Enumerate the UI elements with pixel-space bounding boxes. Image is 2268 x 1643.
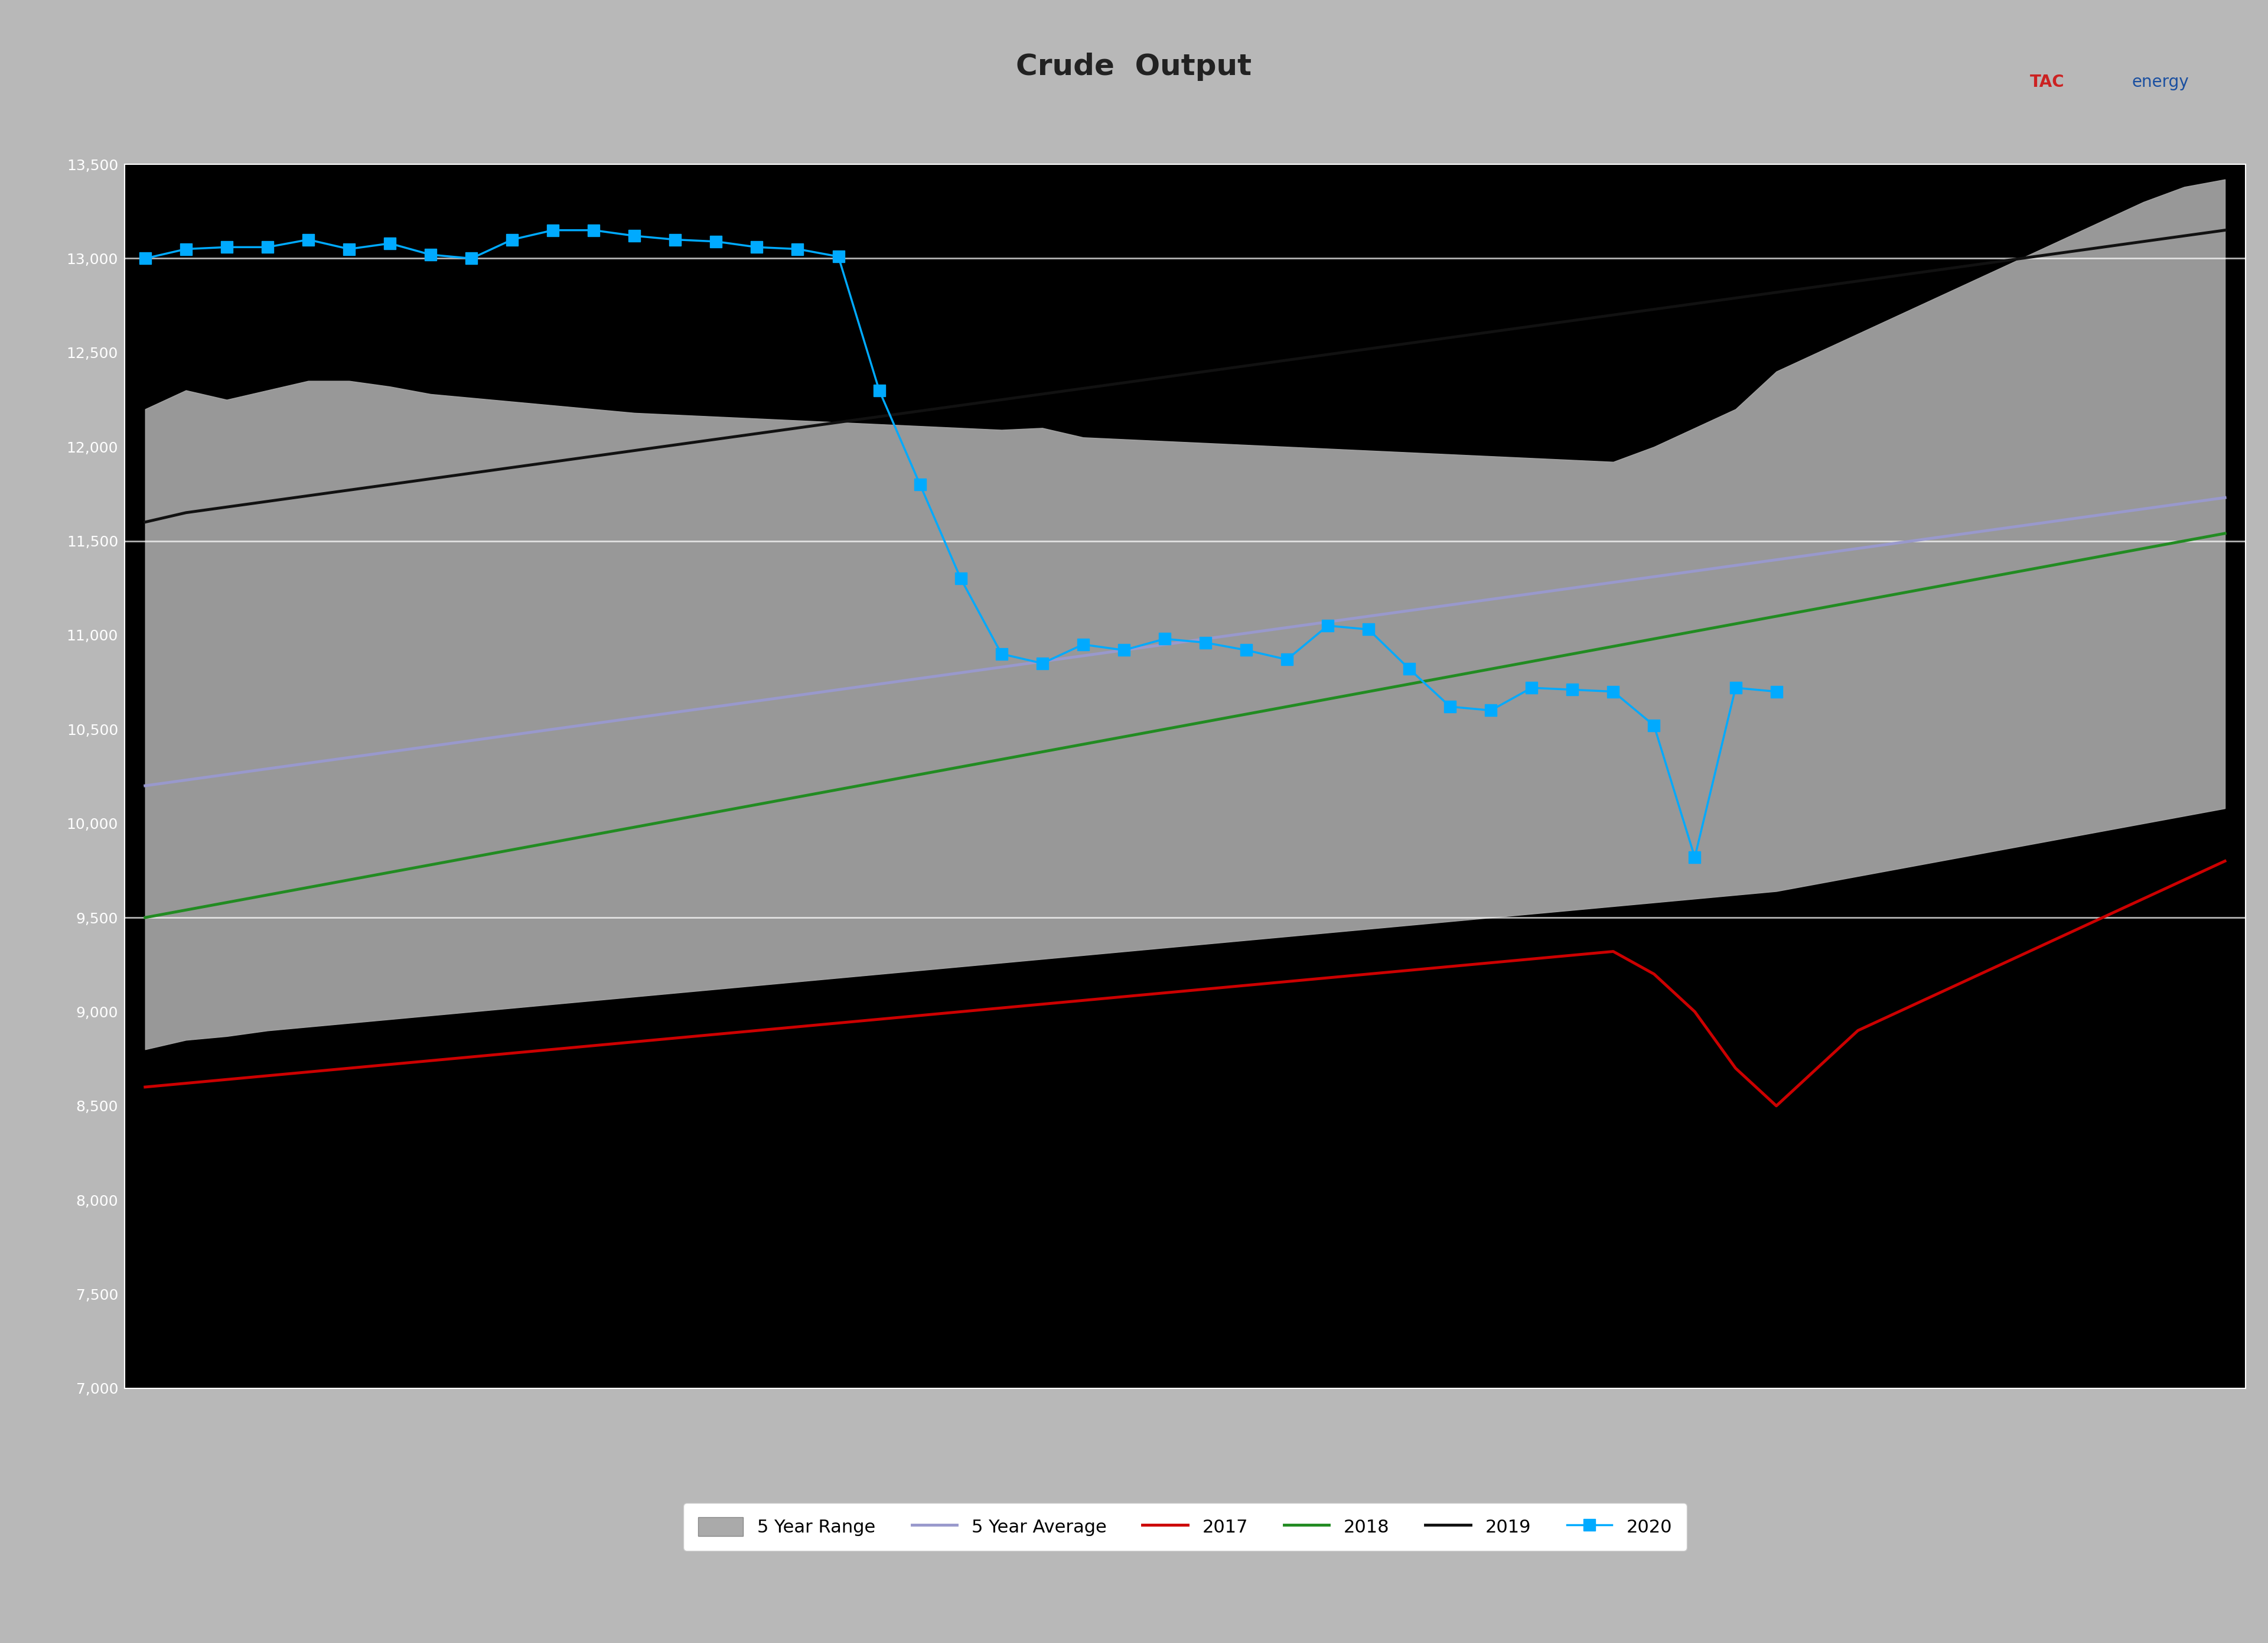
2020 [989, 644, 1016, 664]
2020 [1111, 641, 1139, 660]
2020 [1558, 680, 1585, 700]
2020 [417, 245, 445, 265]
2019 [1395, 334, 1422, 353]
2020 [1762, 682, 1789, 702]
2017 [295, 1061, 322, 1081]
5 Year Average [295, 752, 322, 772]
2020 [213, 237, 240, 256]
Line: 2017: 2017 [145, 861, 2225, 1106]
2019 [2048, 243, 2075, 263]
2020 [1354, 619, 1381, 639]
2020 [499, 230, 526, 250]
2018 [1476, 659, 1504, 679]
2017 [1111, 987, 1139, 1007]
2017 [132, 1078, 159, 1098]
2018 [1395, 674, 1422, 693]
2017 [1476, 953, 1504, 973]
2020 [1395, 659, 1422, 679]
2020 [336, 240, 363, 260]
2020 [1517, 679, 1545, 698]
2020 [1640, 716, 1667, 736]
5 Year Average [1111, 641, 1139, 660]
2020 [785, 240, 812, 260]
Legend: 5 Year Range, 5 Year Average, 2017, 2018, 2019, 2020: 5 Year Range, 5 Year Average, 2017, 2018… [683, 1503, 1687, 1551]
5 Year Average [2048, 511, 2075, 531]
2020 [744, 237, 771, 256]
Text: energy: energy [2132, 74, 2189, 90]
2018 [866, 772, 894, 792]
5 Year Average [1476, 590, 1504, 610]
2018 [295, 877, 322, 897]
2019 [132, 513, 159, 532]
2020 [1313, 616, 1340, 636]
2020 [1070, 634, 1098, 654]
2019 [295, 486, 322, 506]
Line: 2019: 2019 [145, 230, 2225, 522]
2017 [2089, 907, 2116, 927]
2020 [948, 568, 975, 588]
2020 [540, 220, 567, 240]
2018 [2048, 554, 2075, 573]
2020 [254, 237, 281, 256]
2020 [866, 381, 894, 401]
2020 [1191, 633, 1218, 652]
2020 [1681, 848, 1708, 868]
2017 [866, 1009, 894, 1029]
2020 [295, 230, 322, 250]
2020 [1476, 700, 1504, 720]
5 Year Average [132, 775, 159, 795]
2020 [458, 248, 485, 268]
5 Year Average [866, 674, 894, 693]
2019 [1476, 322, 1504, 342]
2020 [1152, 629, 1179, 649]
2017 [1762, 1096, 1789, 1116]
2020 [172, 240, 200, 260]
Text: TAC: TAC [2030, 74, 2064, 90]
2019 [2211, 220, 2239, 240]
2019 [1111, 373, 1139, 393]
2017 [1395, 961, 1422, 981]
2018 [132, 907, 159, 927]
2019 [866, 407, 894, 427]
2018 [2211, 524, 2239, 544]
Line: 2018: 2018 [145, 534, 2225, 917]
2017 [2211, 851, 2239, 871]
2020 [1721, 679, 1749, 698]
2020 [1232, 641, 1259, 660]
2020 [621, 227, 649, 246]
Line: 2020: 2020 [138, 225, 1783, 863]
2020 [132, 248, 159, 268]
Text: Crude  Output: Crude Output [1016, 53, 1252, 81]
2020 [1272, 649, 1300, 669]
2020 [1436, 697, 1463, 716]
2020 [376, 233, 404, 253]
2020 [703, 232, 730, 251]
2020 [1030, 654, 1057, 674]
2020 [826, 246, 853, 266]
Line: 5 Year Average: 5 Year Average [145, 498, 2225, 785]
5 Year Average [1395, 601, 1422, 621]
5 Year Average [2211, 488, 2239, 508]
2020 [581, 220, 608, 240]
2020 [1599, 682, 1626, 702]
2020 [662, 230, 689, 250]
2020 [907, 475, 934, 495]
2018 [1111, 726, 1139, 746]
